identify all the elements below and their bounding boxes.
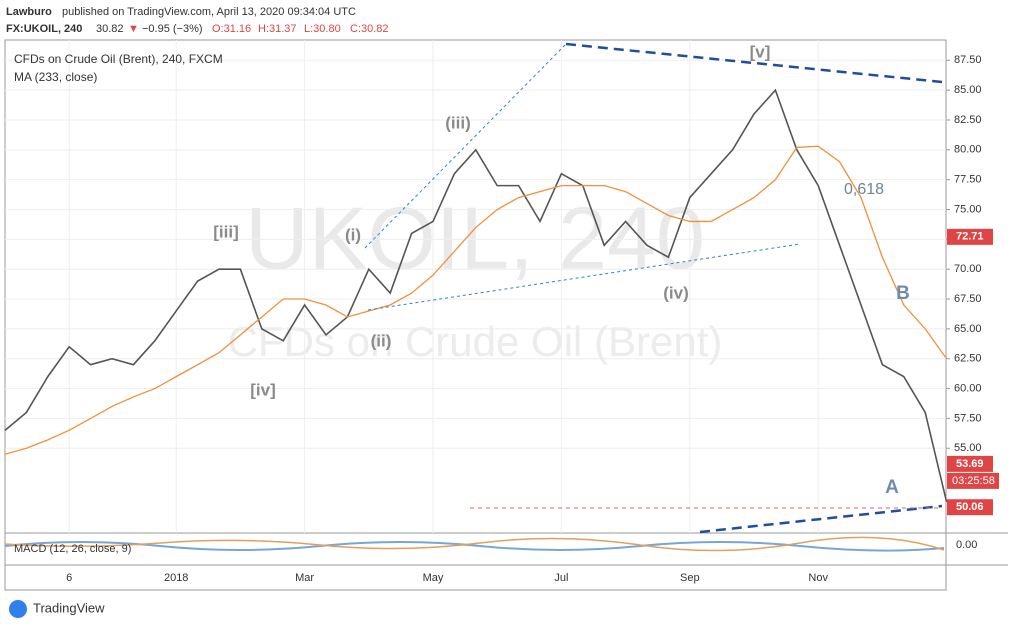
y-tick-label: 75.00 bbox=[954, 203, 982, 215]
price-label: 50.06 bbox=[956, 501, 984, 513]
price-label-box bbox=[947, 455, 993, 472]
watermark: UKOIL, 240 bbox=[245, 188, 705, 287]
wave-label: [iv] bbox=[250, 380, 276, 399]
arrow: ▼ bbox=[128, 23, 139, 35]
series-line bbox=[4, 145, 948, 455]
x-tick-label: May bbox=[423, 572, 444, 584]
series-line bbox=[4, 88, 948, 503]
brand: TradingView bbox=[33, 600, 105, 615]
y-tick-label: 57.50 bbox=[954, 412, 982, 424]
legend: CFDs on Crude Oil (Brent), 240, FXCM bbox=[14, 52, 223, 66]
wave-label: B bbox=[896, 283, 910, 304]
y-tick-label: 67.50 bbox=[954, 293, 982, 305]
x-tick-label: Nov bbox=[808, 572, 828, 584]
x-tick-label: Jul bbox=[554, 572, 568, 584]
last: 30.82 bbox=[96, 23, 124, 35]
macd-label: MACD (12, 26, close, 9) bbox=[14, 543, 131, 555]
x-tick-label: 6 bbox=[66, 572, 72, 584]
y-tick-label: 85.00 bbox=[954, 84, 982, 96]
logo bbox=[9, 600, 27, 618]
legend: MA (233, close) bbox=[14, 70, 97, 84]
wave-label: (iv) bbox=[663, 283, 689, 302]
y-tick-label: 62.50 bbox=[954, 353, 982, 365]
watermark: CFDs on Crude Oil (Brent) bbox=[228, 318, 723, 365]
signal-line bbox=[4, 536, 945, 552]
y-tick-label: 87.50 bbox=[954, 54, 982, 66]
wave-label: A bbox=[885, 477, 899, 498]
price-label-box bbox=[947, 499, 993, 516]
wave-label: [iii] bbox=[213, 222, 239, 241]
wave-label: [v] bbox=[750, 42, 771, 61]
y-tick-label: 55.00 bbox=[954, 442, 982, 454]
ohlc: H:31.37 bbox=[258, 23, 297, 35]
change: −0.95 (−3%) bbox=[142, 23, 203, 35]
wave-label: (i) bbox=[345, 225, 361, 244]
ohlc: C:30.82 bbox=[350, 23, 389, 35]
author: Lawburo bbox=[6, 6, 52, 18]
x-tick-label: 2018 bbox=[164, 572, 188, 584]
x-tick-label: Sep bbox=[680, 572, 700, 584]
published: published on TradingView.com, April 13, … bbox=[62, 6, 356, 18]
trend-line bbox=[367, 243, 801, 311]
fib-label: 0,618 bbox=[844, 181, 884, 198]
wave-label: (ii) bbox=[371, 331, 392, 350]
symbol: FX:UKOIL, 240 bbox=[6, 23, 82, 35]
countdown-box bbox=[947, 472, 999, 489]
y-tick-label: 82.50 bbox=[954, 114, 982, 126]
ohlc: L:30.80 bbox=[304, 23, 341, 35]
x-tick-label: Mar bbox=[295, 572, 314, 584]
y-tick-label: 80.00 bbox=[954, 144, 982, 156]
wave-label: (iii) bbox=[445, 113, 471, 132]
macd-tick: 0.00 bbox=[956, 539, 977, 551]
y-tick-label: 77.50 bbox=[954, 174, 982, 186]
price-label-box bbox=[947, 228, 993, 245]
price-label: 72.71 bbox=[956, 231, 984, 243]
ohlc: O:31.16 bbox=[212, 23, 251, 35]
y-tick-label: 60.00 bbox=[954, 382, 982, 394]
plot bbox=[4, 40, 948, 533]
price-label: 53.69 bbox=[956, 458, 984, 470]
countdown: 03:25:58 bbox=[952, 475, 995, 487]
macd-line bbox=[4, 541, 945, 552]
y-tick-label: 65.00 bbox=[954, 323, 982, 335]
y-tick-label: 70.00 bbox=[954, 263, 982, 275]
trend-line bbox=[699, 504, 943, 534]
